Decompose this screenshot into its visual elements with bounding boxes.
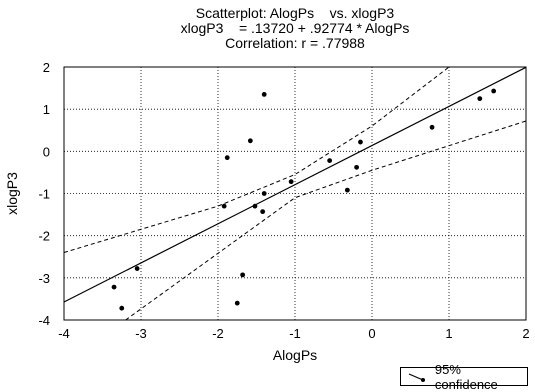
y-axis-label: xlogP3 [4,172,20,215]
data-point [344,187,350,193]
y-tick-label: 2 [43,60,50,75]
y-tick-label: -4 [38,313,50,328]
x-tick-label: -3 [135,326,147,341]
data-point [260,209,266,215]
data-point [134,266,140,271]
data-point [358,139,363,145]
data-point [354,164,359,170]
regression-equation: xlogP3 = .13720 + .92774 * AlogPs [180,20,410,36]
regression-line [63,66,527,303]
y-tick-labels: 2 1 0 -1 -2 -3 -4 [38,60,50,328]
data-point [224,155,230,161]
chart-title: Scatterplot: AlogPs vs. xlogP3 [195,5,395,21]
y-tick-label: -3 [38,271,50,286]
data-point [477,96,483,102]
data-point [491,88,497,94]
legend: 95% confidence [400,362,528,392]
data-point [288,179,294,185]
x-axis-label: AlogPs [273,347,317,363]
data-point [252,203,258,209]
legend-symbol-icon [408,372,425,382]
y-tick-label: 1 [43,102,50,117]
y-tick-label: 0 [43,144,50,159]
x-tick-labels: -4 -3 -2 -1 0 1 2 [58,326,529,341]
x-tick-label: 2 [522,326,529,341]
data-point [119,305,125,311]
confidence-band [63,66,527,321]
data-point [247,138,253,144]
data-point [261,92,267,97]
y-tick-label: -1 [38,187,50,202]
data-point [221,203,227,209]
plot-frame [63,66,527,321]
legend-label: 95% confidence [434,361,498,392]
x-tick-label: 1 [445,326,452,341]
x-tick-label: -4 [58,326,70,341]
data-points [111,88,497,311]
x-tick-label: 0 [368,326,375,341]
data-point [240,272,246,278]
data-point [429,124,435,130]
data-point [261,191,267,196]
confidence-lower-line [125,120,527,321]
y-tick-label: -2 [38,229,50,244]
data-point [327,158,333,164]
data-point [234,300,240,306]
grid-lines [64,67,526,320]
confidence-upper-line [63,66,450,253]
chart-title-block: Scatterplot: AlogPs vs. xlogP3 xlogP3 = … [64,6,526,51]
x-tick-label: -1 [289,326,301,341]
x-tick-label: -2 [212,326,224,341]
correlation-text: Correlation: r = .77988 [225,35,365,51]
data-point [111,284,117,290]
